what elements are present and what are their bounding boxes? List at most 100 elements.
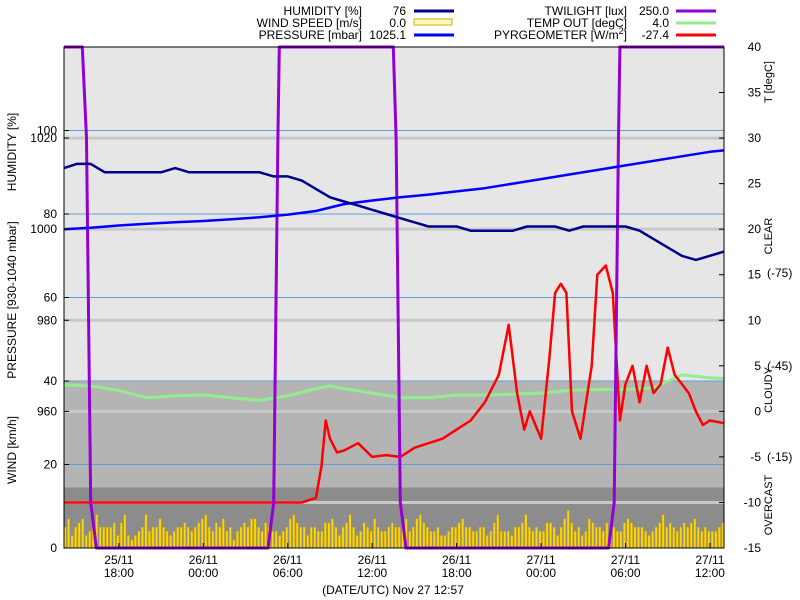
wind-bar	[292, 514, 295, 549]
wind-bar	[651, 531, 654, 549]
tick-label-temp: -15	[744, 541, 762, 555]
wind-bar	[144, 514, 148, 549]
wind-bar	[324, 522, 327, 549]
wind-bar	[419, 514, 422, 549]
wind-bar	[679, 526, 682, 549]
wind-bar	[573, 531, 577, 549]
wind-bar	[148, 531, 151, 549]
zone-label-cloudy: CLOUDY	[763, 366, 775, 413]
wind-bar	[341, 526, 345, 549]
wind-bar	[77, 522, 81, 549]
tick-label-temp: 40	[748, 40, 762, 54]
tick-label-humidity: 60	[44, 291, 58, 305]
tick-label-temp: 35	[748, 86, 762, 100]
wind-bar	[162, 526, 165, 549]
wind-bar	[158, 518, 162, 549]
wind-bar	[577, 526, 580, 549]
wind-bar	[250, 518, 253, 549]
wind-bar	[383, 531, 387, 549]
wind-bar	[303, 526, 306, 549]
pyrgeometer-mark: (-45)	[767, 359, 792, 373]
wind-bar	[151, 526, 155, 549]
ylabel-temp: T [degC]	[763, 61, 775, 103]
wind-bar	[630, 522, 633, 549]
tick-label-x-date: 26/11	[273, 553, 302, 567]
legend-label: WIND SPEED [m/s]	[257, 16, 362, 30]
wind-bar	[99, 526, 102, 549]
tick-label-x-time: 00:00	[526, 566, 556, 580]
wind-bar	[84, 535, 88, 549]
wind-bar	[317, 531, 320, 549]
tick-label-humidity: 20	[44, 458, 58, 472]
wind-bar	[208, 526, 211, 549]
pyrgeometer-mark: (-15)	[767, 450, 792, 464]
wind-bar	[102, 526, 105, 549]
wind-bar	[440, 535, 443, 549]
wind-bar	[376, 526, 380, 549]
wind-bar	[602, 531, 605, 549]
wind-bar	[461, 518, 464, 549]
wind-bar	[218, 526, 222, 549]
wind-bar	[626, 518, 630, 549]
axis-labels: HUMIDITY [%] PRESSURE [930-1040 mbar] WIND…	[5, 61, 792, 597]
wind-bar	[373, 518, 376, 549]
wind-bar	[658, 522, 661, 549]
wind-bar	[514, 526, 517, 549]
wind-bar	[310, 526, 313, 549]
x-caption: (DATE/UTC) Nov 27 12:57	[322, 583, 464, 597]
wind-bar	[517, 526, 521, 549]
tick-label-pressure: 960	[37, 404, 57, 418]
wind-bar	[535, 526, 538, 549]
wind-bar	[197, 522, 200, 549]
wind-bar	[398, 526, 401, 549]
wind-bar	[482, 526, 485, 549]
wind-bar	[690, 522, 693, 549]
wind-bar	[179, 526, 183, 549]
wind-bar	[549, 522, 552, 549]
wind-bar	[113, 522, 116, 549]
wind-bar	[697, 526, 700, 549]
wind-bar	[204, 514, 207, 549]
wind-bar	[489, 531, 492, 549]
wind-bar	[274, 531, 278, 549]
legend-value: 1025.1	[369, 28, 406, 42]
wind-bar	[563, 518, 566, 549]
wind-bar	[222, 518, 225, 549]
wind-bar	[257, 526, 260, 549]
wind-bar	[475, 531, 478, 549]
legend-label: TEMP OUT [degC]	[527, 16, 627, 30]
wind-bar	[165, 531, 169, 549]
tick-label-pressure: 1000	[30, 222, 57, 236]
tick-label-x-date: 27/11	[526, 553, 555, 567]
wind-bar	[647, 535, 651, 549]
wind-bar	[70, 535, 74, 549]
wind-bar	[433, 531, 436, 549]
tick-label-temp: -5	[750, 450, 761, 464]
tick-label-x-date: 26/11	[358, 553, 387, 567]
wind-bar	[496, 514, 499, 549]
wind-bar	[331, 518, 334, 549]
wind-bar	[528, 526, 531, 549]
wind-bar	[570, 522, 573, 549]
wind-bar	[566, 510, 570, 549]
wind-speed-bars	[63, 510, 725, 549]
wind-bar	[507, 531, 510, 549]
pyrgeometer-mark: (-75)	[767, 266, 792, 280]
wind-bar	[211, 531, 215, 549]
wind-bar	[106, 526, 109, 549]
tick-label-zero: 0	[50, 541, 57, 555]
legend-label: HUMIDITY [%]	[284, 4, 362, 18]
wind-bar	[556, 535, 559, 549]
wind-bar	[683, 522, 686, 549]
wind-bar	[359, 531, 362, 549]
tick-label-temp: 20	[748, 222, 762, 236]
wind-bar	[155, 526, 158, 549]
wind-bar	[542, 531, 545, 549]
wind-bar	[552, 526, 556, 549]
wind-bar	[619, 531, 623, 549]
wind-bar	[598, 526, 602, 549]
tick-label-x-time: 12:00	[695, 566, 725, 580]
wind-bar	[366, 526, 369, 549]
wind-bar	[289, 518, 292, 549]
wind-bar	[387, 526, 390, 549]
